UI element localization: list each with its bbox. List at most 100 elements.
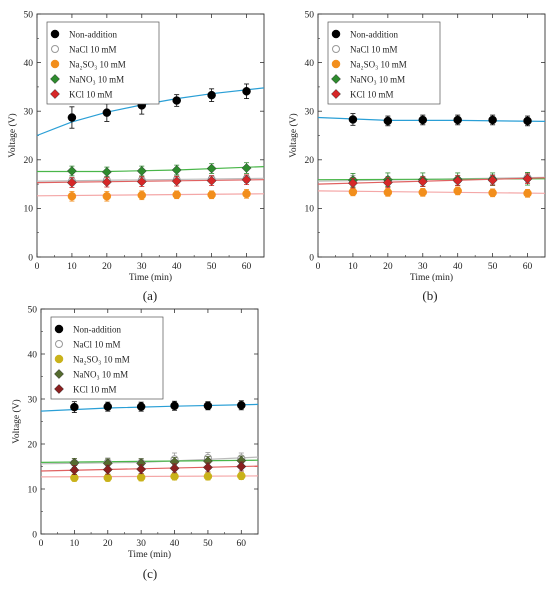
marker-p2-s2-legend bbox=[54, 354, 64, 364]
marker-p1-s2-1 bbox=[383, 188, 393, 197]
chart-panel-a: 0 10 20 30 40 50 60 0 10 20 30 40 50 Time (min) Voltag… bbox=[7, 10, 265, 303]
marker-p1-s2-4 bbox=[488, 188, 497, 198]
marker-p0-s2-2 bbox=[137, 191, 147, 200]
chart-panel-b: 0 10 20 30 40 50 60 0 10 20 30 40 50 Time (min) Voltag… bbox=[288, 10, 546, 303]
x-tick-label: 20 bbox=[383, 262, 393, 272]
marker-p0-s2-3 bbox=[172, 190, 181, 200]
marker-p2-s2-3 bbox=[170, 472, 179, 481]
marker-p0-s4-2 bbox=[136, 176, 147, 187]
y-tick-label: 50 bbox=[24, 10, 34, 20]
marker-p0-s3-5 bbox=[241, 163, 252, 174]
legend-label: Na₂SO₃ 10 mM bbox=[73, 354, 130, 364]
x-tick-label: 60 bbox=[237, 539, 247, 549]
marker-p1-s4-3 bbox=[452, 175, 463, 186]
marker-p0-s4-legend bbox=[50, 89, 60, 99]
y-tick-label: 50 bbox=[28, 305, 38, 315]
legend-label: NaNO₃ 10 mM bbox=[350, 74, 405, 84]
marker-p2-s2-1 bbox=[103, 473, 113, 482]
legend-label: NaCl 10 mM bbox=[73, 339, 121, 349]
legend-label: Na₂SO₃ 10 mM bbox=[69, 59, 126, 69]
marker-p1-s3-legend bbox=[331, 74, 341, 84]
y-tick-label: 20 bbox=[305, 156, 315, 166]
marker-p0-s0-0 bbox=[67, 113, 77, 122]
marker-p1-s0-0 bbox=[348, 115, 358, 124]
x-axis-label: Time (min) bbox=[129, 272, 172, 283]
marker-p1-s4-1 bbox=[382, 177, 393, 188]
x-tick-label: 20 bbox=[102, 262, 112, 272]
x-tick-label: 40 bbox=[170, 539, 180, 549]
marker-p0-s0-5 bbox=[242, 87, 251, 96]
marker-p0-s1-legend bbox=[51, 45, 59, 53]
marker-p1-s0-1 bbox=[383, 116, 393, 126]
marker-p0-s4-0 bbox=[66, 177, 77, 188]
y-tick-label: 30 bbox=[305, 108, 315, 118]
marker-p1-s4-legend bbox=[331, 89, 341, 99]
marker-p1-s2-0 bbox=[348, 187, 358, 197]
legend-box bbox=[50, 316, 164, 400]
x-tick-label: 40 bbox=[453, 262, 463, 272]
y-axis-label: Voltage (V) bbox=[11, 399, 22, 443]
y-tick-label: 10 bbox=[24, 205, 34, 215]
legend-label: NaCl 10 mM bbox=[350, 44, 398, 54]
marker-p0-s4-5 bbox=[241, 174, 252, 185]
x-tick-label: 0 bbox=[39, 539, 44, 549]
y-tick-label: 10 bbox=[305, 205, 315, 215]
y-tick-label: 20 bbox=[24, 156, 34, 166]
marker-p0-s3-1 bbox=[101, 166, 112, 177]
marker-p0-s4-3 bbox=[171, 176, 182, 187]
x-tick-label: 10 bbox=[70, 539, 80, 549]
marker-p2-s0-5 bbox=[237, 401, 246, 410]
marker-p1-s0-legend bbox=[331, 29, 341, 39]
legend-label: Non-addition bbox=[73, 324, 121, 334]
x-axis-label: Time (min) bbox=[128, 549, 171, 560]
y-tick-label: 10 bbox=[28, 485, 38, 495]
legend-label: KCl 10 mM bbox=[350, 89, 394, 99]
marker-p0-s2-5 bbox=[242, 189, 251, 199]
legend-label: Non-addition bbox=[69, 29, 117, 39]
marker-p0-s4-1 bbox=[101, 177, 112, 188]
x-tick-label: 50 bbox=[488, 262, 498, 272]
y-tick-label: 20 bbox=[28, 440, 38, 450]
marker-p1-s0-3 bbox=[453, 115, 462, 125]
panel-caption: (a) bbox=[143, 288, 157, 303]
marker-p1-s0-4 bbox=[488, 115, 497, 125]
y-tick-label: 0 bbox=[28, 253, 33, 263]
marker-p0-s3-legend bbox=[50, 74, 60, 84]
x-tick-label: 10 bbox=[67, 262, 77, 272]
marker-p0-s3-2 bbox=[136, 166, 147, 176]
marker-p2-s2-2 bbox=[136, 473, 146, 482]
marker-p0-s3-3 bbox=[171, 165, 182, 175]
marker-p0-s2-1 bbox=[102, 192, 112, 201]
x-tick-label: 0 bbox=[35, 262, 40, 272]
y-tick-label: 40 bbox=[28, 350, 38, 360]
legend-box bbox=[46, 21, 160, 105]
marker-p2-s0-3 bbox=[170, 401, 179, 410]
panel-caption: (b) bbox=[422, 288, 437, 303]
marker-p0-s0-4 bbox=[207, 90, 216, 100]
marker-p0-s0-3 bbox=[172, 96, 181, 105]
x-tick-label: 50 bbox=[207, 262, 217, 272]
x-axis-label: Time (min) bbox=[410, 272, 453, 283]
marker-p1-s2-legend bbox=[331, 59, 341, 69]
marker-p1-s0-2 bbox=[418, 115, 428, 125]
marker-p2-s4-2 bbox=[136, 464, 147, 475]
x-tick-label: 0 bbox=[316, 262, 321, 272]
legend-label: NaCl 10 mM bbox=[69, 44, 117, 54]
x-tick-label: 30 bbox=[418, 262, 428, 272]
legend-box bbox=[327, 21, 441, 105]
marker-p0-s2-legend bbox=[50, 59, 60, 69]
x-tick-label: 60 bbox=[523, 262, 533, 272]
marker-p1-s1-legend bbox=[332, 45, 340, 53]
y-tick-label: 30 bbox=[28, 395, 38, 405]
marker-p1-s2-3 bbox=[453, 186, 462, 196]
marker-p0-s3-0 bbox=[66, 166, 77, 176]
legend-label: NaNO₃ 10 mM bbox=[69, 74, 124, 84]
marker-p1-s0-5 bbox=[523, 116, 532, 126]
marker-p1-s2-5 bbox=[523, 189, 532, 198]
marker-p2-s3-legend bbox=[54, 369, 64, 379]
marker-p2-s0-1 bbox=[103, 402, 113, 411]
legend-label: Na₂SO₃ 10 mM bbox=[350, 59, 407, 69]
y-axis-label: Voltage (V) bbox=[288, 113, 299, 157]
marker-p2-s2-5 bbox=[237, 471, 246, 481]
